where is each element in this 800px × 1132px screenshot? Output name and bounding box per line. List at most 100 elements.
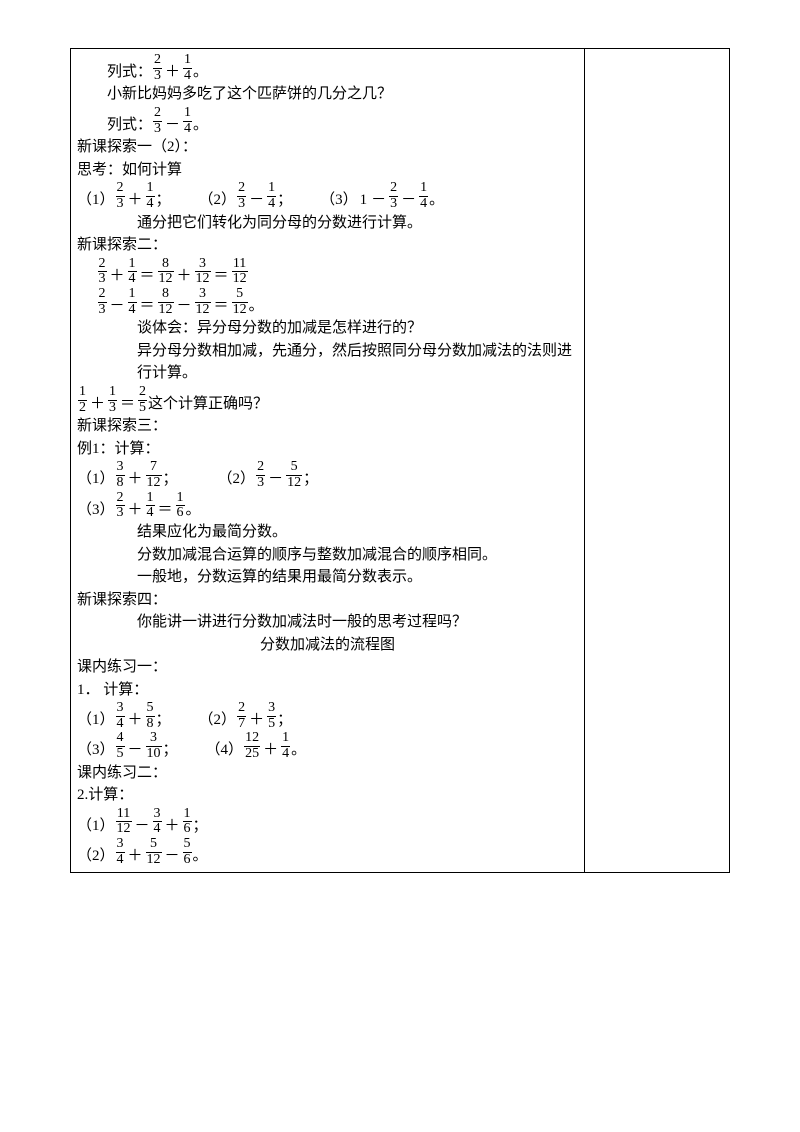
eq: ＝: [118, 393, 137, 416]
period: 。: [193, 114, 208, 137]
section-2-title: 新课探索二：: [77, 234, 578, 257]
op-plus: ＋: [247, 709, 266, 732]
op-plus: ＋: [126, 845, 145, 868]
frac: 14: [419, 181, 428, 211]
frac: 23: [256, 460, 265, 490]
op-plus: ＋: [163, 815, 182, 838]
frac: 23: [116, 181, 125, 211]
frac: 34: [116, 701, 125, 731]
frac: 312: [195, 257, 211, 287]
semi: ；: [156, 709, 171, 732]
op-plus: ＋: [108, 265, 127, 288]
period: 。: [291, 739, 306, 762]
frac: 34: [116, 837, 125, 867]
paren: （4）: [206, 739, 244, 762]
frac: 1225: [244, 731, 260, 761]
pr1-row1: （1） 34 ＋ 58 ； （2） 27 ＋ 35 ；: [77, 701, 578, 731]
paren: （3）: [320, 189, 358, 212]
op-minus: －: [133, 815, 152, 838]
period: 。: [249, 295, 264, 318]
op-minus: －: [175, 295, 194, 318]
frac: 58: [146, 701, 155, 731]
op-plus: ＋: [163, 61, 182, 84]
frac: 38: [116, 460, 125, 490]
op-minus: －: [369, 189, 388, 212]
label: 列式：: [107, 114, 152, 137]
paren: （3）: [77, 499, 115, 522]
paren: （2）: [218, 468, 256, 491]
check-row: 12 ＋ 13 ＝ 25 这个计算正确吗？: [77, 385, 578, 415]
eq: ＝: [156, 499, 175, 522]
eq: ＝: [212, 265, 231, 288]
side-cell: [585, 49, 730, 873]
frac: 312: [195, 287, 211, 317]
frac: 512: [286, 460, 302, 490]
frac: 14: [267, 181, 276, 211]
op-plus: ＋: [175, 265, 194, 288]
op-plus: ＋: [126, 189, 145, 212]
op-minus: －: [126, 739, 145, 762]
paren: （3）: [77, 739, 115, 762]
frac: 23: [116, 491, 125, 521]
semi: ；: [277, 189, 292, 212]
section-4-title: 新课探索四：: [77, 589, 578, 612]
main-cell: 列式： 23 ＋ 14 。 小新比妈妈多吃了这个匹萨饼的几分之几？ 列式： 23…: [71, 49, 585, 873]
frac: 23: [153, 106, 162, 136]
eq: ＝: [138, 295, 157, 318]
eq: ＝: [212, 295, 231, 318]
op-minus: －: [163, 845, 182, 868]
pr1-row2: （3） 45 － 310 ； （4） 1225 ＋ 14 。: [77, 731, 578, 761]
frac: 1112: [232, 257, 248, 287]
frac: 812: [158, 257, 174, 287]
frac: 712: [146, 460, 162, 490]
label: 列式：: [107, 61, 152, 84]
frac: 512: [146, 837, 162, 867]
op-plus: ＋: [261, 739, 280, 762]
eq: ＝: [138, 265, 157, 288]
pr2-row1: （1） 1112 － 34 ＋ 16 ；: [77, 807, 578, 837]
paren: （1）: [77, 815, 115, 838]
frac: 16: [183, 807, 192, 837]
frac: 812: [158, 287, 174, 317]
frac: 16: [176, 491, 185, 521]
paren: （1）: [77, 468, 115, 491]
eq-row-1: 23 ＋ 14 ＝ 812 ＋ 312 ＝ 1112: [77, 257, 578, 287]
frac: 13: [108, 385, 117, 415]
frac: 1112: [116, 807, 132, 837]
semi: ；: [303, 468, 318, 491]
eq-row-2: 23 － 14 ＝ 812 － 312 ＝ 512 。: [77, 287, 578, 317]
op-minus: －: [247, 189, 266, 212]
frac: 14: [128, 287, 137, 317]
period: 。: [193, 845, 208, 868]
op-minus: －: [108, 295, 127, 318]
tanti-text: 谈体会：异分母分数的加减是怎样进行的？: [77, 317, 578, 340]
section-4-q: 你能讲一讲进行分数加减法时一般的思考过程吗？: [77, 611, 578, 634]
frac: 310: [146, 731, 162, 761]
result-3: 一般地，分数运算的结果用最简分数表示。: [77, 566, 578, 589]
op-minus: －: [266, 468, 285, 491]
think-label: 思考：如何计算: [77, 159, 578, 182]
frac: 25: [138, 385, 147, 415]
qcheck: 这个计算正确吗？: [148, 393, 268, 416]
semi: ；: [193, 815, 208, 838]
paren: （2）: [199, 189, 237, 212]
frac: 14: [146, 181, 155, 211]
frac: 14: [183, 53, 192, 83]
frac: 27: [237, 701, 246, 731]
line-expr-2: 列式： 23 － 14 。: [77, 106, 578, 136]
semi: ；: [156, 189, 171, 212]
frac: 512: [232, 287, 248, 317]
period: 。: [193, 61, 208, 84]
period: 。: [429, 189, 444, 212]
paren: （2）: [199, 709, 237, 732]
practice-1-title: 课内练习一：: [77, 656, 578, 679]
problem-row-1: （1） 23 ＋ 14 ； （2） 23 － 14 ； （3） 1 － 23 －…: [77, 181, 578, 211]
semi: ；: [163, 468, 178, 491]
op-plus: ＋: [126, 468, 145, 491]
frac: 23: [153, 53, 162, 83]
tongfen-text: 通分把它们转化为同分母的分数进行计算。: [77, 212, 578, 235]
op-plus: ＋: [126, 709, 145, 732]
op-plus: ＋: [88, 393, 107, 416]
calc-label: 1． 计算：: [77, 679, 578, 702]
op-minus: －: [163, 114, 182, 137]
